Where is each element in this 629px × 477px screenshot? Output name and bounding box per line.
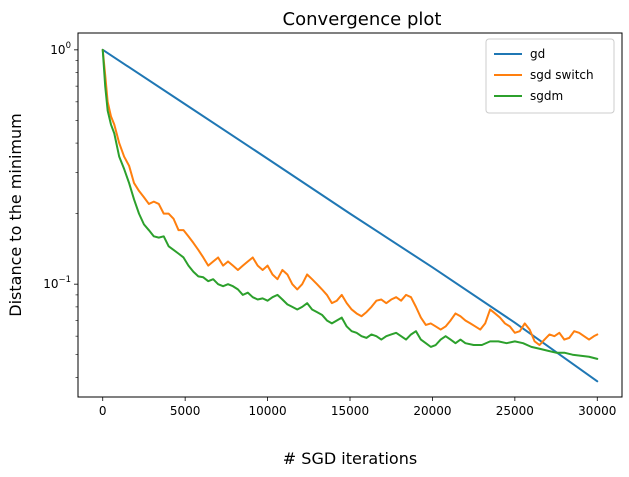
legend: gd sgd switch sgdm	[485, 38, 615, 114]
x-tick-label: 25000	[496, 404, 534, 418]
x-axis: 0 5000 10000 15000 20000 25000 30000	[99, 397, 616, 418]
legend-label: gd	[530, 47, 545, 61]
x-tick-label: 30000	[578, 404, 616, 418]
x-tick-label: 0	[99, 404, 107, 418]
y-tick-label: 10−1	[43, 275, 71, 291]
legend-label: sgdm	[530, 89, 563, 103]
y-axis-label: Distance to the minimum	[6, 113, 25, 316]
legend-box	[485, 38, 615, 114]
series-line-2	[101, 48, 599, 360]
series-line-0	[101, 48, 599, 383]
x-axis-label: # SGD iterations	[283, 449, 417, 468]
x-tick-label: 10000	[248, 404, 286, 418]
y-axis: 100 10−1	[43, 41, 78, 378]
x-tick-label: 5000	[170, 404, 201, 418]
x-tick-label: 20000	[413, 404, 451, 418]
x-tick-label: 15000	[331, 404, 369, 418]
chart-title: Convergence plot	[283, 9, 442, 30]
series-line-1	[101, 48, 599, 347]
y-tick-label: 100	[50, 41, 71, 57]
legend-label: sgd switch	[530, 68, 594, 82]
